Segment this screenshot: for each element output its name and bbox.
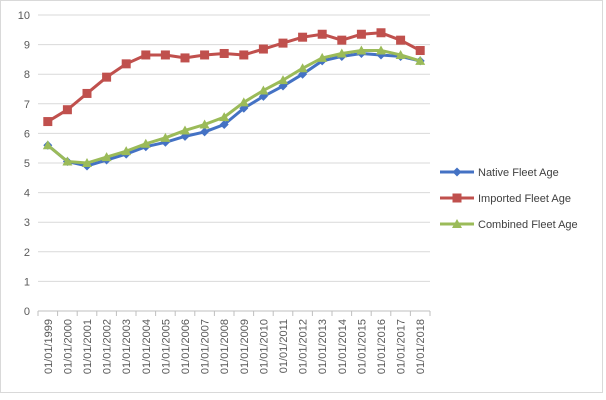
- x-tick-label: 01/01/2006: [180, 319, 192, 374]
- x-tick-label: 01/01/2003: [121, 319, 133, 374]
- x-axis-tick-labels: 01/01/1999 01/01/2000 01/01/2001 01/01/2002…: [43, 319, 427, 374]
- y-tick-label: 4: [24, 188, 30, 200]
- legend: Native Fleet Age Imported Fleet Age Combin…: [440, 167, 578, 231]
- data-point: [297, 63, 308, 73]
- data-point: [317, 52, 328, 62]
- data-point: [239, 50, 249, 60]
- y-tick-label: 9: [24, 40, 30, 52]
- y-axis-tick-labels: 0 1 2 3 4 5 6 7 8 9 10: [18, 10, 30, 318]
- data-point: [121, 146, 132, 156]
- data-point: [140, 138, 151, 148]
- series-combined-fleet-age: [42, 45, 426, 167]
- data-point: [82, 158, 92, 167]
- data-point: [396, 35, 406, 45]
- x-tick-label: 01/01/2001: [82, 319, 94, 374]
- legend-marker: [452, 219, 462, 228]
- data-point: [42, 140, 53, 150]
- legend-label: Combined Fleet Age: [478, 219, 578, 231]
- y-tick-label: 8: [24, 69, 30, 81]
- data-point: [356, 45, 367, 55]
- data-point: [415, 55, 426, 65]
- data-point: [298, 32, 308, 42]
- data-point: [219, 112, 230, 122]
- x-tick-label: 01/01/2011: [278, 319, 290, 373]
- legend-item: Combined Fleet Age: [440, 219, 578, 231]
- data-point: [258, 44, 268, 54]
- y-tick-label: 10: [18, 10, 30, 22]
- gridlines: [37, 14, 431, 316]
- data-point: [278, 38, 288, 48]
- data-point: [337, 35, 347, 45]
- legend-item: Native Fleet Age: [440, 167, 559, 179]
- x-tick-label: 01/01/2015: [356, 319, 368, 374]
- x-tick-label: 01/01/2009: [239, 319, 251, 374]
- x-tick-label: 01/01/2010: [258, 319, 270, 374]
- data-point: [356, 29, 366, 39]
- data-point: [395, 49, 406, 59]
- data-point: [415, 46, 425, 56]
- data-point: [82, 88, 92, 98]
- data-point: [317, 29, 327, 39]
- x-tick-label: 01/01/2017: [396, 319, 408, 374]
- x-tick-label: 01/01/2018: [415, 319, 427, 374]
- x-tick-label: 01/01/2013: [317, 319, 329, 374]
- data-point: [180, 53, 190, 63]
- data-point: [62, 156, 73, 166]
- data-point: [200, 50, 210, 60]
- data-point: [141, 50, 151, 60]
- x-tick-label: 01/01/1999: [43, 319, 55, 374]
- data-point: [376, 45, 386, 55]
- data-point: [219, 48, 229, 58]
- x-tick-label: 01/01/2005: [160, 319, 172, 374]
- data-point: [219, 120, 229, 130]
- data-point: [121, 59, 131, 69]
- data-point: [101, 152, 112, 162]
- y-tick-label: 5: [24, 158, 30, 170]
- y-tick-label: 1: [24, 276, 30, 288]
- data-point: [258, 85, 269, 95]
- x-tick-label: 01/01/2016: [376, 319, 388, 374]
- x-tick-label: 01/01/2014: [337, 319, 349, 374]
- data-point: [160, 50, 170, 60]
- data-point: [336, 48, 347, 58]
- data-point: [199, 119, 210, 129]
- y-tick-label: 3: [24, 217, 30, 229]
- data-point: [376, 28, 386, 38]
- legend-label: Native Fleet Age: [478, 167, 559, 179]
- data-point: [200, 127, 210, 137]
- legend-item: Imported Fleet Age: [440, 193, 571, 205]
- x-tick-label: 01/01/2004: [141, 319, 153, 374]
- y-tick-label: 7: [24, 99, 30, 111]
- x-tick-label: 01/01/2002: [102, 319, 114, 374]
- legend-marker: [452, 193, 462, 203]
- data-point: [238, 97, 249, 107]
- legend-label: Imported Fleet Age: [478, 193, 571, 205]
- x-tick-label: 01/01/2008: [219, 319, 231, 374]
- series-line: [46, 49, 421, 165]
- data-point: [43, 117, 53, 127]
- legend-marker: [452, 167, 462, 177]
- data-point: [160, 132, 171, 142]
- data-point: [278, 75, 288, 85]
- y-tick-label: 6: [24, 128, 30, 140]
- y-tick-label: 0: [24, 306, 30, 318]
- y-tick-label: 2: [24, 247, 30, 259]
- data-point: [180, 125, 190, 135]
- series-lines: [42, 28, 426, 171]
- x-tick-label: 01/01/2000: [62, 319, 74, 374]
- series-imported-fleet-age: [43, 28, 425, 127]
- x-tick-label: 01/01/2012: [298, 319, 310, 374]
- x-tick-label: 01/01/2007: [200, 319, 212, 374]
- data-point: [62, 105, 72, 115]
- data-point: [102, 72, 112, 82]
